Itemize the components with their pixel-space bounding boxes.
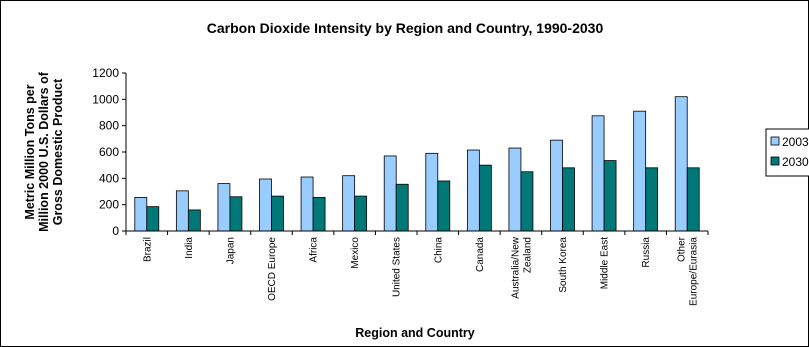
x-category-label-line: Zealand (522, 237, 533, 273)
bar-2003 (633, 110, 647, 232)
x-category-label: Mexico (350, 237, 361, 269)
x-category-label-line: Other (677, 236, 688, 262)
legend: 2003 2030 (765, 128, 809, 177)
x-category-label-line: Middle East (600, 237, 611, 289)
y-tick-label: 800 (99, 119, 119, 133)
y-tick-label: 1200 (92, 66, 119, 80)
x-category-label: Brazil (142, 237, 153, 262)
x-category-label: South Korea (558, 237, 569, 293)
y-tick-label: 400 (99, 171, 119, 185)
x-category-label: Australia/NewZealand (510, 236, 533, 298)
y-axis-title-line: Million 2000 U.S. Dollars of (37, 71, 51, 232)
chart-title: Carbon Dioxide Intensity by Region and C… (207, 20, 604, 36)
bar-2003 (674, 96, 688, 232)
x-category-label-line: India (184, 237, 195, 259)
bars-group (134, 96, 700, 232)
y-axis: 0 200 400 600 800 1000 1200 (92, 66, 127, 238)
x-category-label-line: South Korea (558, 237, 569, 293)
bar-2003 (466, 149, 480, 232)
x-axis-title: Region and Country (355, 326, 474, 340)
bar-2003 (550, 139, 563, 232)
x-category-label-line: China (433, 237, 444, 264)
x-category-label: OtherEurope/Eurasia (677, 236, 700, 306)
x-category-label: India (184, 237, 195, 259)
legend-label: 2030 (782, 155, 809, 169)
bar-2030 (686, 167, 700, 232)
x-category-label-line: Canada (475, 237, 486, 272)
bar-2030 (354, 195, 368, 232)
x-category-label-line: Europe/Eurasia (689, 237, 700, 306)
y-axis-title-line: Gross Domestic Product (51, 78, 65, 225)
bar-2003 (175, 190, 189, 232)
x-axis: Brazil India Japan OECD Europe Africa Mexico U… (125, 230, 709, 306)
bar-2030 (645, 167, 659, 232)
bar-2030 (312, 197, 326, 232)
bar-2030 (562, 167, 575, 232)
x-category-label: Middle East (600, 237, 611, 289)
bar-2030 (271, 195, 284, 232)
y-tick-label: 600 (99, 145, 119, 159)
bar-2030 (146, 206, 160, 232)
x-category-label-line: United States (392, 237, 403, 297)
x-category-label: United States (392, 237, 403, 297)
bar-2030 (520, 171, 534, 232)
x-category-label-line: Russia (641, 237, 652, 268)
bar-2003 (591, 115, 605, 232)
bar-2003 (134, 197, 148, 232)
y-tick-label: 0 (112, 224, 119, 238)
bar-2030 (187, 209, 201, 232)
y-tick-label: 200 (99, 198, 119, 212)
legend-swatch-2003 (770, 136, 780, 146)
legend-swatch-2030 (770, 156, 780, 166)
x-category-label-line: Australia/New (510, 236, 521, 298)
bar-2030 (229, 196, 243, 232)
bar-2030 (478, 164, 492, 232)
x-category-label-line: OECD Europe (267, 237, 278, 301)
x-category-label: Japan (225, 237, 236, 264)
y-axis-title-line: Metric Million Tons per (23, 84, 37, 219)
x-category-label-line: Brazil (142, 237, 153, 262)
bar-2030 (395, 183, 409, 232)
bar-2003 (259, 178, 272, 232)
bar-2003 (300, 176, 314, 232)
legend-label: 2003 (782, 135, 809, 149)
y-axis-title: Metric Million Tons perMillion 2000 U.S.… (23, 71, 65, 232)
bar-2003 (425, 152, 439, 232)
x-category-label-line: Japan (225, 237, 236, 264)
x-category-label: Africa (309, 237, 320, 263)
x-category-label: Russia (641, 237, 652, 268)
x-category-label-line: Africa (309, 237, 320, 263)
bar-2030 (603, 160, 617, 232)
x-category-label-line: Mexico (350, 237, 361, 269)
bar-2003 (342, 175, 356, 232)
x-category-label: Canada (475, 237, 486, 272)
bar-2030 (437, 180, 451, 232)
bar-2003 (508, 147, 522, 232)
y-tick-label: 1000 (92, 92, 119, 106)
y-axis-title-text: Metric Million Tons perMillion 2000 U.S.… (23, 71, 65, 232)
x-category-label: China (433, 237, 444, 264)
bar-2003 (383, 155, 397, 232)
bar-2003 (217, 183, 231, 232)
x-category-label: OECD Europe (267, 237, 278, 301)
